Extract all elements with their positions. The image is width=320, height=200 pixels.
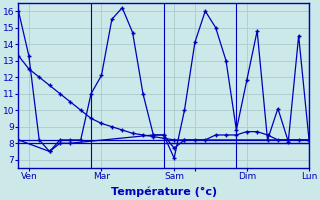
X-axis label: Température (°c): Température (°c) [111, 187, 217, 197]
